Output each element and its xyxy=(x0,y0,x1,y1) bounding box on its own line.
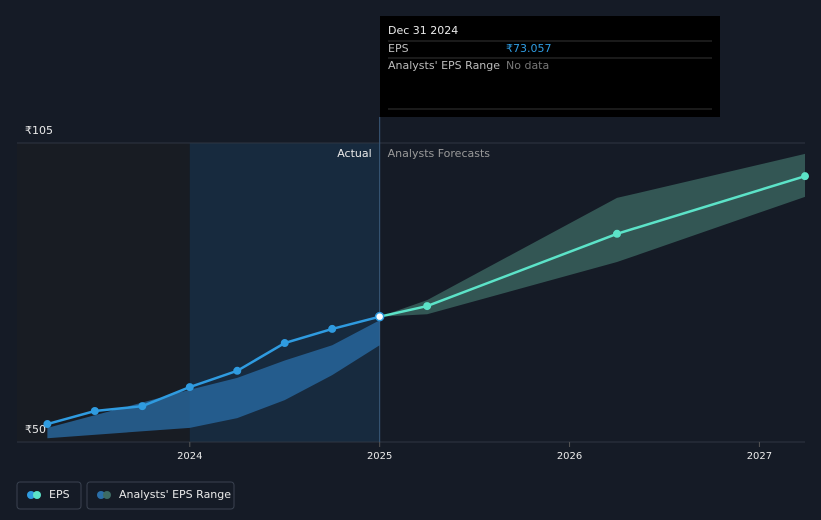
legend-swatch xyxy=(27,491,35,499)
tooltip xyxy=(380,16,720,117)
eps-point xyxy=(138,402,147,411)
range-band xyxy=(47,320,380,439)
y-tick-label: ₹105 xyxy=(25,124,53,137)
eps-point xyxy=(801,172,809,181)
x-tick-label: 2027 xyxy=(747,451,772,462)
eps-point xyxy=(423,302,432,311)
eps-point xyxy=(328,324,337,333)
legend-item[interactable] xyxy=(86,481,235,510)
x-tick-label: 2026 xyxy=(557,451,582,462)
y-tick-label: ₹50 xyxy=(25,423,46,436)
forecast-label: Analysts Forecasts xyxy=(388,147,491,160)
legend-label: Analysts' EPS Range xyxy=(119,488,231,501)
tooltip-label: EPS xyxy=(388,42,409,55)
eps-line xyxy=(47,315,380,426)
range-band xyxy=(379,153,805,317)
eps-point xyxy=(185,383,194,392)
tooltip-value: No data xyxy=(506,59,549,72)
legend-swatch xyxy=(97,491,105,499)
eps-point xyxy=(613,229,622,238)
x-tick-label: 2025 xyxy=(367,451,392,462)
actual-label: Actual xyxy=(337,147,371,160)
eps-line xyxy=(379,174,806,318)
eps-point xyxy=(374,311,385,322)
tooltip-label: Analysts' EPS Range xyxy=(388,59,500,72)
tooltip-value: ₹73.057 xyxy=(506,42,552,55)
eps-point xyxy=(280,339,289,348)
tooltip-title: Dec 31 2024 xyxy=(388,24,458,37)
legend-swatch xyxy=(103,491,111,499)
x-tick-label: 2024 xyxy=(177,451,202,462)
eps-point xyxy=(90,407,99,416)
eps-point xyxy=(233,366,242,375)
pre-period xyxy=(17,143,190,442)
legend-swatch xyxy=(33,491,41,499)
eps-point xyxy=(43,420,52,429)
legend-item[interactable] xyxy=(16,481,82,510)
legend-label: EPS xyxy=(49,488,70,501)
